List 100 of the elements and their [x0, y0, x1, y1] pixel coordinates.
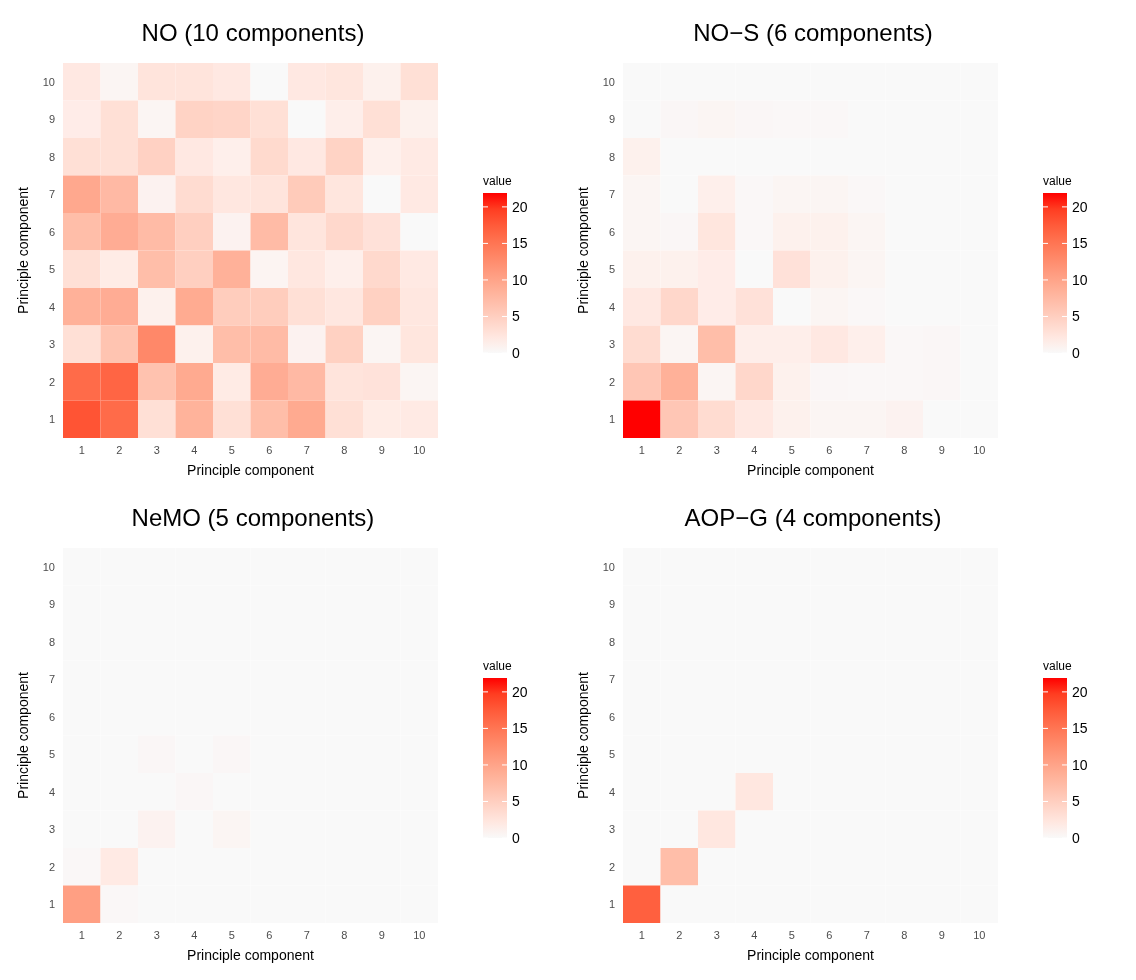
chart-title: NO−S (6 components) — [692, 18, 934, 48]
x-tick-label: 6 — [826, 443, 833, 456]
x-tick-label: 7 — [863, 443, 870, 456]
y-tick-label: 1 — [608, 413, 615, 426]
x-tick-label: 1 — [78, 928, 85, 941]
y-axis-title: Principle component — [574, 671, 591, 799]
x-tick-label: 9 — [378, 443, 385, 456]
y-tick-label: 2 — [48, 375, 55, 388]
y-tick-label: 9 — [608, 598, 615, 611]
y-tick-label: 8 — [48, 635, 55, 648]
y-tick-label: 3 — [608, 823, 615, 836]
y-axis-title: Principle component — [574, 186, 591, 314]
y-tick-label: 4 — [48, 785, 55, 798]
x-tick-label: 3 — [713, 928, 720, 941]
color-bar-title: value — [1043, 174, 1073, 188]
y-tick-label: 9 — [48, 598, 55, 611]
y-tick-label: 10 — [602, 75, 615, 88]
y-tick-label: 6 — [608, 225, 615, 238]
x-tick-label: 8 — [341, 443, 348, 456]
y-tick-label: 1 — [608, 898, 615, 911]
y-tick-label: 1 — [48, 413, 55, 426]
y-axis-title: Principle component — [14, 671, 31, 799]
x-tick-label: 3 — [713, 443, 720, 456]
x-axis-title: Principle component — [187, 462, 315, 478]
y-tick-label: 8 — [48, 150, 55, 163]
x-tick-label: 3 — [153, 928, 160, 941]
x-tick-label: 8 — [341, 928, 348, 941]
color-bar-label: 0 — [1072, 830, 1080, 846]
x-tick-label: 4 — [191, 928, 198, 941]
y-tick-label: 2 — [608, 860, 615, 873]
y-tick-label: 7 — [48, 188, 55, 201]
color-bar-label: 5 — [1072, 308, 1080, 325]
x-tick-label: 1 — [78, 443, 85, 456]
y-tick-label: 5 — [608, 263, 615, 276]
x-tick-label: 4 — [191, 443, 198, 456]
x-axis-title: Principle component — [187, 947, 315, 963]
y-tick-label: 9 — [48, 113, 55, 126]
color-bar-label: 10 — [512, 756, 528, 773]
x-tick-label: 6 — [826, 928, 833, 941]
color-bar-label: 10 — [1072, 756, 1088, 773]
chart-title: AOP−G (4 components) — [683, 503, 943, 533]
x-tick-label: 2 — [116, 443, 123, 456]
y-tick-label: 3 — [48, 823, 55, 836]
color-bar-label: 5 — [512, 308, 520, 325]
y-tick-label: 10 — [42, 560, 55, 573]
color-bar-label: 10 — [1072, 271, 1088, 288]
x-tick-label: 4 — [751, 443, 758, 456]
y-tick-label: 10 — [42, 75, 55, 88]
x-tick-label: 2 — [676, 443, 683, 456]
y-axis-title: Principle component — [14, 186, 31, 314]
y-tick-label: 7 — [608, 188, 615, 201]
color-bar-label: 15 — [512, 720, 528, 737]
y-tick-label: 3 — [608, 338, 615, 351]
color-bar-title: value — [1043, 659, 1073, 673]
x-tick-label: 8 — [901, 928, 908, 941]
y-tick-label: 10 — [602, 560, 615, 573]
x-tick-label: 1 — [638, 443, 645, 456]
y-tick-label: 6 — [608, 710, 615, 723]
color-bar-label: 20 — [512, 198, 528, 215]
x-tick-label: 6 — [266, 443, 273, 456]
color-bar-label: 20 — [512, 683, 528, 700]
chart-title: NO (10 components) — [140, 18, 366, 48]
x-tick-label: 2 — [116, 928, 123, 941]
y-tick-label: 9 — [608, 113, 615, 126]
x-tick-label: 6 — [266, 928, 273, 941]
color-bar-title: value — [483, 174, 513, 188]
x-axis-title: Principle component — [747, 947, 875, 963]
y-tick-label: 3 — [48, 338, 55, 351]
x-tick-label: 7 — [863, 928, 870, 941]
chart-title: NeMO (5 components) — [130, 503, 376, 533]
color-bar-label: 15 — [1072, 235, 1088, 252]
x-tick-label: 10 — [973, 928, 986, 941]
x-tick-label: 7 — [303, 928, 310, 941]
x-tick-label: 10 — [413, 443, 426, 456]
y-tick-label: 1 — [48, 898, 55, 911]
x-axis-title: Principle component — [747, 462, 875, 478]
y-tick-label: 4 — [608, 785, 615, 798]
x-tick-label: 5 — [788, 443, 795, 456]
y-tick-label: 6 — [48, 710, 55, 723]
y-tick-label: 6 — [48, 225, 55, 238]
x-tick-label: 3 — [153, 443, 160, 456]
y-tick-label: 7 — [608, 673, 615, 686]
x-tick-label: 1 — [638, 928, 645, 941]
x-tick-label: 10 — [413, 928, 426, 941]
x-tick-label: 5 — [788, 928, 795, 941]
color-bar-label: 20 — [1072, 198, 1088, 215]
y-tick-label: 2 — [48, 860, 55, 873]
x-tick-label: 7 — [303, 443, 310, 456]
x-tick-label: 4 — [751, 928, 758, 941]
y-tick-label: 8 — [608, 150, 615, 163]
color-bar-label: 0 — [1072, 345, 1080, 361]
color-bar-label: 5 — [512, 793, 520, 810]
x-tick-label: 9 — [938, 928, 945, 941]
y-tick-label: 8 — [608, 635, 615, 648]
x-tick-label: 5 — [228, 928, 235, 941]
x-tick-label: 9 — [378, 928, 385, 941]
color-bar-label: 15 — [512, 235, 528, 252]
x-tick-label: 10 — [973, 443, 986, 456]
color-bar-label: 5 — [1072, 793, 1080, 810]
x-tick-label: 5 — [228, 443, 235, 456]
